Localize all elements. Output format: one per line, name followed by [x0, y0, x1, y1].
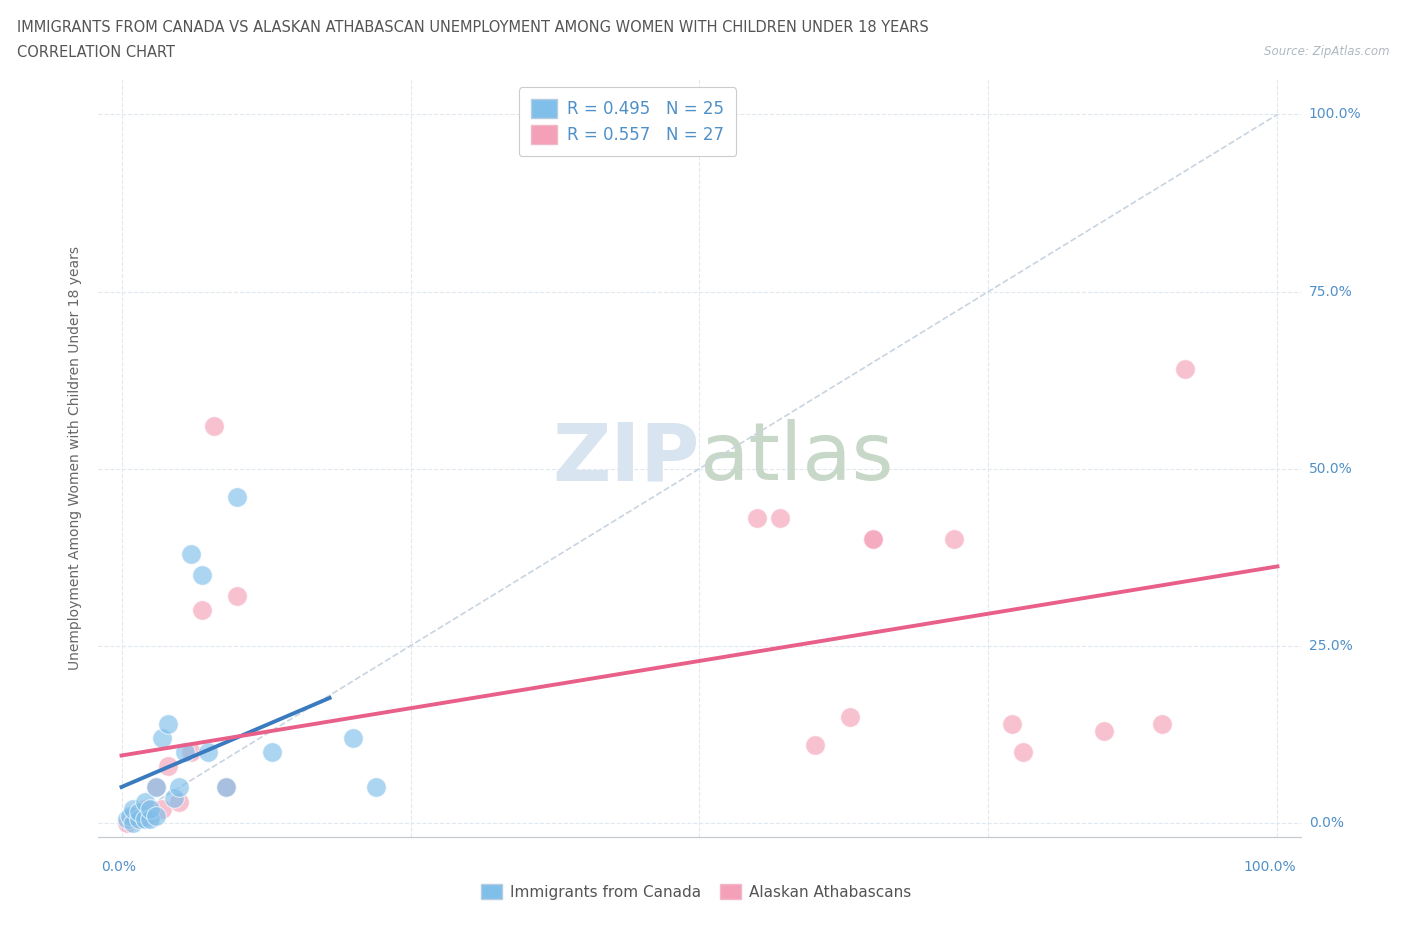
Point: [139, 812, 162, 827]
Point: [226, 489, 249, 504]
Point: [139, 802, 162, 817]
Text: 0.0%: 0.0%: [1309, 816, 1344, 830]
Point: [226, 589, 249, 604]
Point: [150, 802, 173, 817]
Text: Source: ZipAtlas.com: Source: ZipAtlas.com: [1264, 45, 1389, 58]
Text: 100.0%: 100.0%: [1244, 860, 1296, 874]
Point: [145, 780, 167, 795]
Point: [942, 532, 965, 547]
Point: [150, 730, 173, 745]
Legend: Immigrants from Canada, Alaskan Athabascans: Immigrants from Canada, Alaskan Athabasc…: [475, 877, 917, 906]
Point: [747, 511, 769, 525]
Point: [364, 780, 387, 795]
Point: [139, 808, 162, 823]
Point: [134, 812, 156, 827]
Point: [214, 780, 236, 795]
Point: [180, 546, 202, 561]
Point: [118, 808, 141, 823]
Point: [1000, 716, 1022, 731]
Point: [260, 745, 283, 760]
Point: [122, 816, 145, 830]
Point: [191, 603, 214, 618]
Point: [122, 808, 145, 823]
Point: [197, 745, 219, 760]
Text: atlas: atlas: [699, 419, 894, 497]
Point: [342, 730, 364, 745]
Point: [1150, 716, 1173, 731]
Point: [202, 418, 225, 433]
Point: [862, 532, 884, 547]
Point: [117, 816, 139, 830]
Point: [122, 802, 145, 817]
Point: [769, 511, 792, 525]
Point: [128, 812, 150, 827]
Point: [134, 794, 156, 809]
Point: [169, 794, 191, 809]
Point: [1012, 745, 1035, 760]
Text: CORRELATION CHART: CORRELATION CHART: [17, 45, 174, 60]
Legend: R = 0.495   N = 25, R = 0.557   N = 27: R = 0.495 N = 25, R = 0.557 N = 27: [519, 87, 735, 156]
Point: [174, 745, 197, 760]
Point: [156, 759, 179, 774]
Point: [804, 737, 827, 752]
Point: [128, 804, 150, 819]
Text: IMMIGRANTS FROM CANADA VS ALASKAN ATHABASCAN UNEMPLOYMENT AMONG WOMEN WITH CHILD: IMMIGRANTS FROM CANADA VS ALASKAN ATHABA…: [17, 20, 928, 35]
Point: [128, 812, 150, 827]
Point: [214, 780, 236, 795]
Point: [120, 812, 142, 827]
Text: 75.0%: 75.0%: [1309, 285, 1353, 299]
Point: [191, 567, 214, 582]
Y-axis label: Unemployment Among Women with Children Under 18 years: Unemployment Among Women with Children U…: [69, 246, 83, 670]
Text: 100.0%: 100.0%: [1309, 108, 1361, 122]
Text: 25.0%: 25.0%: [1309, 639, 1353, 653]
Point: [838, 710, 860, 724]
Text: ZIP: ZIP: [553, 419, 699, 497]
Point: [862, 532, 884, 547]
Text: 50.0%: 50.0%: [1309, 461, 1353, 475]
Point: [145, 808, 167, 823]
Point: [1092, 724, 1115, 738]
Point: [145, 780, 167, 795]
Point: [162, 790, 184, 805]
Text: 0.0%: 0.0%: [101, 860, 136, 874]
Point: [180, 745, 202, 760]
Point: [1174, 362, 1197, 377]
Point: [134, 802, 156, 817]
Point: [117, 812, 139, 827]
Point: [156, 716, 179, 731]
Point: [169, 780, 191, 795]
